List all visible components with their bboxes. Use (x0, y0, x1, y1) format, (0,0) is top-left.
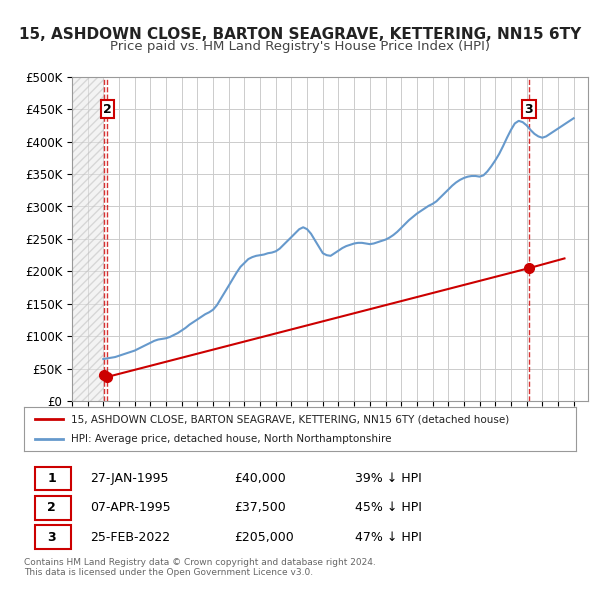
Text: £37,500: £37,500 (234, 502, 286, 514)
FancyBboxPatch shape (35, 496, 71, 520)
Text: 25-FEB-2022: 25-FEB-2022 (90, 530, 170, 543)
Text: 39% ↓ HPI: 39% ↓ HPI (355, 472, 422, 485)
Text: 47% ↓ HPI: 47% ↓ HPI (355, 530, 422, 543)
Text: £205,000: £205,000 (234, 530, 293, 543)
Text: 1: 1 (47, 472, 56, 485)
Text: 2: 2 (47, 502, 56, 514)
Text: 27-JAN-1995: 27-JAN-1995 (90, 472, 169, 485)
Text: 3: 3 (524, 103, 533, 116)
Text: 3: 3 (47, 530, 56, 543)
Text: 15, ASHDOWN CLOSE, BARTON SEAGRAVE, KETTERING, NN15 6TY (detached house): 15, ASHDOWN CLOSE, BARTON SEAGRAVE, KETT… (71, 415, 509, 424)
Text: 15, ASHDOWN CLOSE, BARTON SEAGRAVE, KETTERING, NN15 6TY: 15, ASHDOWN CLOSE, BARTON SEAGRAVE, KETT… (19, 27, 581, 41)
Text: 45% ↓ HPI: 45% ↓ HPI (355, 502, 422, 514)
Bar (72, 77, 104, 401)
Text: Contains HM Land Registry data © Crown copyright and database right 2024.
This d: Contains HM Land Registry data © Crown c… (24, 558, 376, 577)
Text: HPI: Average price, detached house, North Northamptonshire: HPI: Average price, detached house, Nort… (71, 434, 391, 444)
FancyBboxPatch shape (35, 526, 71, 549)
Text: 07-APR-1995: 07-APR-1995 (90, 502, 171, 514)
FancyBboxPatch shape (35, 467, 71, 490)
Text: £40,000: £40,000 (234, 472, 286, 485)
Text: Price paid vs. HM Land Registry's House Price Index (HPI): Price paid vs. HM Land Registry's House … (110, 40, 490, 53)
Text: 2: 2 (103, 103, 112, 116)
